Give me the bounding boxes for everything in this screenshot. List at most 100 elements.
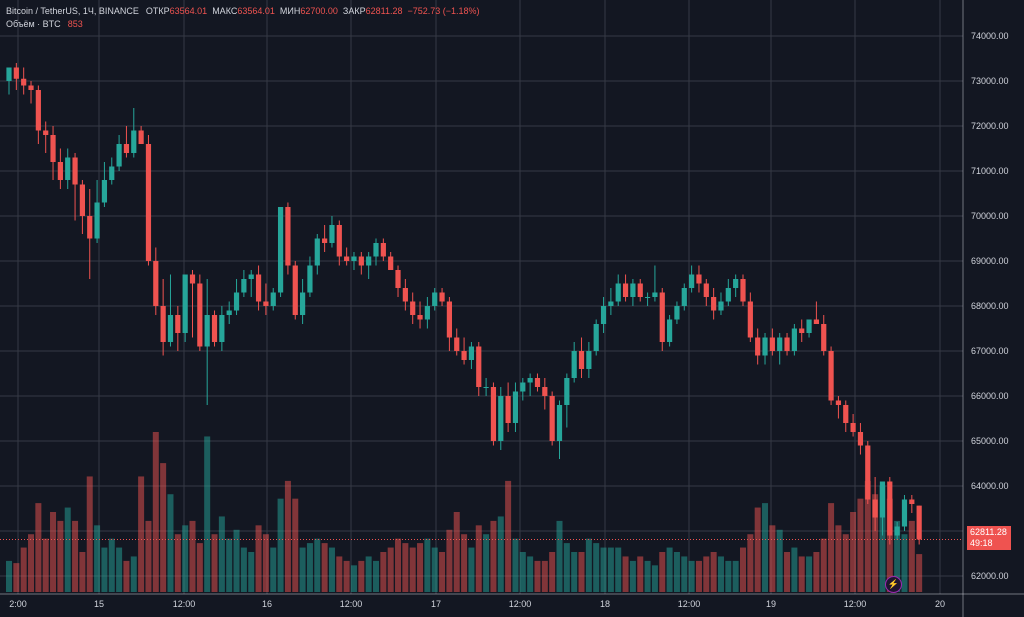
candle-body: [395, 270, 401, 288]
volume-label[interactable]: Объём · BTC: [6, 19, 61, 29]
candle-body: [167, 315, 174, 342]
volume-bar: [336, 556, 343, 592]
candle-body: [138, 130, 144, 144]
volume-bar: [769, 525, 776, 592]
candle-body: [549, 396, 555, 441]
volume-bar: [94, 525, 101, 592]
candle-body: [388, 256, 394, 270]
candle-body: [101, 180, 108, 203]
candle-body: [21, 78, 27, 86]
volume-bar: [211, 534, 218, 592]
candle-body: [520, 382, 526, 392]
volume-bar: [740, 547, 746, 592]
candle-body: [373, 243, 379, 257]
volume-bar: [894, 520, 901, 592]
volume-bar: [864, 480, 871, 592]
candle-body: [659, 292, 665, 342]
candle-body: [615, 283, 621, 302]
candle-body: [799, 328, 805, 333]
close-label: ЗАКР: [342, 6, 366, 16]
volume-bar: [262, 534, 269, 592]
low-value: 62700.00: [300, 6, 338, 16]
last-price-value: 62811.28: [970, 527, 1007, 537]
volume-bar: [306, 543, 313, 592]
volume-bar: [343, 560, 350, 592]
volume-bar: [79, 552, 86, 592]
y-tick-label: 73000.00: [971, 76, 1009, 86]
volume-bar: [13, 563, 20, 592]
volume-bar: [828, 503, 835, 592]
x-tick-label: 12:00: [340, 599, 363, 609]
volume-bar: [673, 552, 680, 592]
volume-bar: [189, 520, 196, 592]
candle-body: [644, 297, 651, 298]
high-label: МАКС: [212, 6, 238, 16]
volume-bar: [373, 560, 379, 592]
last-price-tag: 62811.28 49:18: [967, 526, 1011, 550]
volume-bar: [64, 507, 71, 592]
candle-body: [784, 337, 790, 351]
candle-body: [116, 144, 122, 167]
volume-bar: [505, 480, 512, 592]
volume-bar: [534, 560, 541, 592]
volume-bar: [791, 547, 798, 592]
candle-body: [901, 499, 908, 527]
volume-bar: [35, 503, 42, 592]
volume-bar: [901, 534, 908, 592]
volume-bar: [350, 565, 357, 592]
volume-bar: [365, 556, 372, 592]
low-label: МИН: [279, 6, 301, 16]
candle-body: [468, 346, 475, 360]
candle-body: [402, 288, 408, 302]
volume-bar: [666, 547, 673, 592]
volume-bar: [204, 436, 211, 592]
candle-body: [667, 319, 673, 342]
volume-bar: [240, 547, 247, 592]
volume-bar: [358, 560, 365, 592]
symbol-title[interactable]: Bitcoin / TetherUS, 1Ч, BINANCE: [6, 6, 139, 16]
volume-row: Объём · BTC 853: [6, 18, 480, 31]
candle-body: [336, 225, 342, 257]
candle-body: [270, 292, 276, 306]
candle-body: [696, 274, 702, 284]
lightning-icon[interactable]: ⚡: [885, 576, 902, 593]
candle-body: [564, 378, 570, 405]
volume-bar: [688, 560, 695, 592]
candle-body: [821, 324, 827, 351]
candle-body: [123, 144, 130, 153]
y-tick-label: 70000.00: [971, 211, 1009, 221]
grid: [0, 0, 963, 594]
candle-body: [454, 337, 460, 351]
volume-bar: [123, 560, 130, 592]
candle-body: [711, 297, 717, 311]
candle-body: [424, 306, 430, 320]
candle-body: [35, 90, 41, 131]
candle-body: [366, 256, 372, 266]
volume-bar: [629, 560, 636, 592]
candle-body: [571, 351, 577, 378]
candle-body: [446, 301, 452, 338]
candle-body: [43, 130, 49, 135]
candle-body: [586, 351, 592, 369]
volume-bar: [72, 520, 79, 592]
volume-bar: [138, 476, 145, 592]
volume-bar: [468, 547, 475, 592]
volume-bar: [806, 556, 813, 592]
volume-bar: [541, 560, 548, 592]
volume-bar: [152, 432, 159, 592]
candle-body: [769, 337, 775, 351]
volume-bar: [145, 520, 152, 592]
candle-body: [314, 238, 320, 266]
volume-bar: [226, 538, 233, 592]
volume-bar: [116, 547, 123, 592]
volume-bar: [255, 525, 262, 592]
candle-body: [329, 225, 335, 243]
volume-bar: [703, 556, 710, 592]
volume-bar: [879, 485, 886, 592]
candle-body: [226, 310, 232, 315]
volume-bar: [284, 480, 291, 592]
volume-bar: [439, 552, 446, 592]
candles[interactable]: [6, 63, 922, 545]
